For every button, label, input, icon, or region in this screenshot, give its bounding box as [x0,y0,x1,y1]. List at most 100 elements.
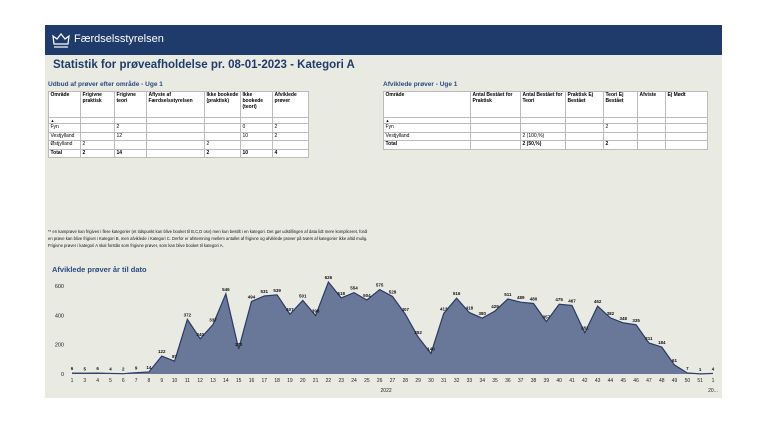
x-tick-label: 11 [185,378,190,384]
data-label: 462 [594,299,602,304]
x-tick-label: 29 [415,378,421,384]
data-label: 494 [248,294,256,299]
data-label: 184 [658,340,666,345]
column-header: Frigivne praktisk [80,91,115,118]
data-label: 413 [440,306,448,311]
data-label: 170 [235,342,243,347]
table-cell: 2 [272,123,309,133]
x-tick-label: 33 [467,378,473,384]
y-tick-label: 200 [55,343,64,349]
x-tick-label: 36 [505,378,511,384]
table-cell [204,131,241,141]
x-tick-label: 25 [364,378,370,384]
x-tick-label: 46 [633,378,639,384]
table-row: Vestjylland 2 (100,%) [383,131,708,141]
data-label: 337 [209,318,217,323]
data-label: 4 [712,366,715,371]
x-tick-label: 6 [122,378,125,384]
x-tick-label: 23 [338,378,344,384]
data-label: 281 [581,326,589,331]
brand[interactable]: Færdselsstyrelsen [74,33,164,45]
x-tick-label: 40 [556,378,562,384]
table-cell: Østjylland [48,140,81,150]
data-label: 380 [478,311,486,316]
table-cell: 2 (100,%) [520,131,566,141]
data-label: 489 [517,295,525,300]
data-label: 252 [414,330,422,335]
x-tick-label: 14 [223,378,229,384]
x-tick-label: 4 [96,378,99,384]
x-tick-label: 49 [672,378,678,384]
table-cell [146,123,205,133]
table-cell [470,123,521,133]
y-tick-label: 0 [61,372,64,378]
table-cell [114,140,147,150]
column-header: Afviklede prøver [272,91,309,118]
x-tick-label: 37 [518,378,524,384]
column-header: Antal Bestået for Teori [520,91,566,118]
data-label: 554 [350,286,358,291]
area [72,282,713,374]
data-label: 382 [607,311,615,316]
data-label: 531 [261,289,269,294]
data-label: 516 [453,291,461,296]
table-cell [470,140,521,150]
table-cell: 4 [272,148,309,158]
data-label: 398 [312,309,320,314]
data-label: 501 [299,293,307,298]
x-tick-label: 26 [377,378,383,384]
data-label: 5 [84,366,87,371]
data-label: 7 [686,366,689,371]
x-tick-label: 24 [351,378,357,384]
column-header: Område [48,91,81,118]
x-tick-label: 9 [160,378,163,384]
table-title: Udbud af prøver efter område - Uge 1 [48,81,163,88]
x-tick-label: 1 [71,378,74,384]
table-row: Fyn 2 0 2 [48,123,309,133]
table-cell: 0 [240,123,273,133]
data-label: 480 [530,297,538,302]
crown-logo [52,33,70,48]
x-tick-label: 42 [582,378,588,384]
table-cell: 2 [80,148,115,158]
year-label: 20... [708,388,718,394]
table-cell [665,123,708,133]
data-label: 372 [184,312,192,317]
x-tick-label: 21 [313,378,319,384]
sort-cell [272,117,309,124]
x-tick-label: 51 [697,378,703,384]
data-label: 6 [71,366,74,371]
data-label: 4 [109,366,112,371]
x-tick-label: 32 [454,378,460,384]
x-tick-label: 44 [608,378,614,384]
header-row: Område Antal Bestået for Praktisk Antal Be… [383,91,708,118]
x-tick-label: 22 [326,378,332,384]
table-cell [146,131,205,141]
y-tick-label: 400 [55,313,64,319]
line [71,280,714,375]
x-tick-label: 1 [712,378,715,384]
table-cell [603,131,638,141]
x-tick-label: 12 [197,378,203,384]
data-label: 546 [222,287,230,292]
data-label: 140 [427,346,435,351]
table-cell: 2 [603,123,638,133]
table-cell [272,140,309,150]
total-row: Total 2 14 2 10 4 [48,148,309,158]
data-label: 87 [172,354,178,359]
x-tick-label: 13 [210,378,216,384]
data-label: 357 [543,315,551,320]
table-cell: Fyn [383,123,471,133]
data-table: Område Frigivne praktisk Frigivne teori Afl… [48,91,309,158]
data-label: 2 [122,367,125,372]
table-row: Østjylland 2 2 [48,140,309,150]
column-header: Aflyste af Færdselsstyrelsen [146,91,205,118]
data-label: 61 [672,358,678,363]
x-tick-label: 50 [685,378,691,384]
chart-title: Afviklede prøver år til dato [52,265,147,274]
column-header: Ikke bookede (praktisk) [204,91,241,118]
column-header: Ej Mødt [665,91,708,118]
data-label: 1 [699,367,702,372]
column-header: Praktisk Ej Bestået [565,91,604,118]
